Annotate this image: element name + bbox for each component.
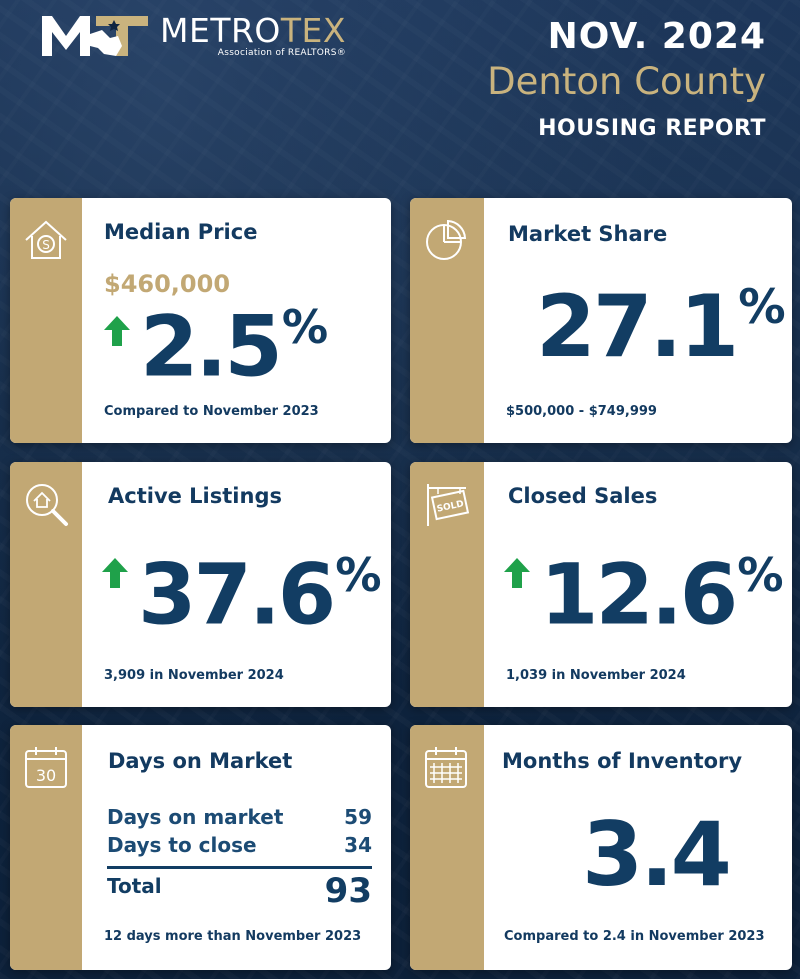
closed-change-value: 12.6 [540,545,738,644]
report-title: HOUSING REPORT [538,116,766,141]
percent-sign: % [738,280,786,335]
card-title: Days on Market [108,749,293,773]
days-to-close-label: Days to close [107,833,257,857]
calendar-day-text: 30 [36,766,56,785]
svg-text:S: S [42,238,50,252]
days-compare-note: 12 days more than November 2023 [104,929,362,944]
market-share-percent: 27.1% [536,284,786,370]
percent-sign: % [281,300,329,354]
calendar-30-icon: 30 [25,747,67,788]
percent-sign: % [335,548,382,602]
card-title: Active Listings [108,484,282,508]
days-on-market-value: 59 [344,805,372,829]
logo-name-main: METRO [160,11,281,50]
up-arrow-icon [102,558,128,588]
logo-subtitle: Association of REALTORS® [217,48,347,58]
svg-text:SOLD: SOLD [436,499,465,514]
closed-change-percent: 12.6% [540,552,784,636]
months-inventory-card: Months of Inventory 3.4 Compared to 2.4 … [410,725,792,970]
card-accent-strip [10,198,82,443]
percent-sign: % [737,548,784,602]
pie-chart-icon [426,219,467,260]
median-compare-note: Compared to November 2023 [104,404,319,419]
sold-sign-icon: SOLD [427,484,470,526]
listings-change-percent: 37.6% [138,552,382,636]
calendar-grid-icon [425,747,467,788]
active-listings-card: Active Listings 37.6% 3,909 in November … [10,462,391,707]
logo-name-accent: TEX [280,11,347,50]
days-on-market-label: Days on market [107,805,284,829]
card-title: Market Share [508,222,668,246]
house-dollar-icon: S [25,220,67,259]
listings-change-value: 37.6 [138,545,336,644]
card-title: Closed Sales [508,484,658,508]
divider [107,866,372,869]
card-title: Months of Inventory [502,749,743,773]
median-price-card: S Median Price $460,000 2.5% Compared to… [10,198,391,443]
days-on-market-card: 30 Days on Market Days on market 59 Days… [10,725,391,970]
card-title: Median Price [104,220,258,244]
up-arrow-icon [104,316,130,346]
months-inventory-value: 3.4 [582,803,732,906]
card-accent-strip [10,725,82,970]
card-accent-strip [10,462,82,707]
card-accent-strip [410,462,484,707]
inventory-compare-note: Compared to 2.4 in November 2023 [504,929,765,944]
market-share-card: Market Share 27.1% $500,000 - $749,999 [410,198,792,443]
closed-sales-card: SOLD Closed Sales 12.6% 1,039 in Novembe… [410,462,792,707]
report-date: NOV. 2024 [547,16,766,57]
median-price-value: $460,000 [104,270,231,298]
price-range-note: $500,000 - $749,999 [506,404,657,419]
logo-mark-icon [42,16,148,56]
median-change-percent: 2.5% [140,304,328,388]
county-name: Denton County [487,60,766,103]
search-house-icon [26,484,68,526]
market-share-value: 27.1 [536,277,739,378]
up-arrow-icon [504,558,530,588]
card-accent-strip [410,725,484,970]
days-to-close-value: 34 [344,833,372,857]
listings-count-note: 3,909 in November 2024 [104,668,284,683]
total-label: Total [107,874,162,898]
metrotex-logo: METROTEX Association of REALTORS® [40,10,346,60]
median-change-value: 2.5 [140,297,283,396]
total-days-value: 93 [324,871,372,911]
closed-count-note: 1,039 in November 2024 [506,668,686,683]
